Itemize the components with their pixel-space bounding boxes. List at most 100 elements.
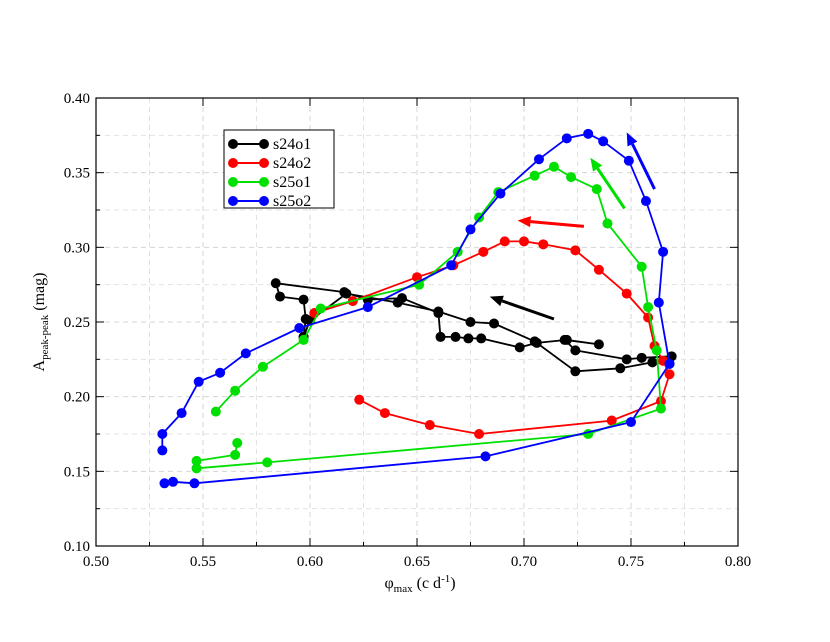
legend: s24o1 s24o2 s25o1 s25o2	[223, 129, 335, 210]
y-tick-label: 0.20	[64, 390, 90, 406]
data-point-s24o1	[435, 331, 446, 342]
trend-arrow-s25o1-head	[590, 157, 603, 172]
data-point-s25o1	[191, 463, 202, 474]
data-point-s25o1	[566, 172, 577, 183]
legend-entry-s24o2: s24o2	[228, 155, 311, 172]
data-point-s25o1	[298, 334, 309, 345]
data-point-s24o2	[593, 264, 604, 275]
data-point-s25o2	[157, 445, 168, 456]
series-line-s25o1	[195, 165, 662, 470]
trend-arrow-s24o2	[517, 216, 585, 228]
trend-arrows	[489, 132, 656, 321]
data-point-s25o2	[362, 302, 373, 313]
x-axis-label-rest: (c d	[413, 575, 441, 592]
data-point-s24o2	[499, 236, 510, 247]
data-point-s25o2	[168, 476, 179, 487]
legend-swatch-marker	[228, 158, 238, 168]
data-point-s25o2	[561, 133, 572, 144]
tick-labels: 0.50 0.55 0.60 0.65 0.70 0.75 0.80 0.10 0.15 0.20…	[64, 91, 751, 570]
legend-label: s24o1	[273, 136, 311, 153]
data-point-s24o1	[476, 333, 487, 344]
series-s25o2	[157, 128, 675, 489]
series-layer	[157, 128, 677, 489]
x-tick-label: 0.65	[404, 554, 430, 570]
data-point-s25o2	[623, 155, 634, 166]
x-tick-label: 0.60	[297, 554, 323, 570]
data-point-s25o1	[651, 345, 662, 356]
y-axis-label-main: A	[31, 359, 48, 371]
x-axis-label-sup: -1	[441, 573, 450, 585]
trend-arrow-s24o2-head	[517, 216, 532, 228]
data-point-s25o2	[495, 188, 506, 199]
data-point-s24o1	[433, 306, 444, 317]
data-point-s24o1	[341, 288, 352, 299]
data-point-s25o1	[210, 406, 221, 417]
data-point-s25o2	[653, 297, 664, 308]
data-point-s24o2	[570, 245, 581, 256]
x-tick-label: 0.80	[725, 554, 751, 570]
trend-arrow-s25o1	[590, 157, 626, 210]
data-point-s24o1	[570, 366, 581, 377]
data-point-s24o2	[474, 429, 485, 439]
data-point-s25o2	[294, 322, 305, 333]
legend-swatch-marker	[259, 139, 269, 149]
data-point-s25o2	[159, 478, 170, 489]
y-axis-label: Apeak-peak (mag)	[31, 273, 51, 372]
data-point-s25o1	[315, 303, 326, 314]
data-point-s25o2	[664, 358, 675, 369]
data-point-s25o2	[446, 260, 457, 271]
trend-arrow-s25o1-shaft	[596, 167, 626, 210]
x-axis-label: φmax (c d-1)	[384, 573, 455, 595]
data-point-s24o1	[514, 342, 525, 353]
y-tick-label: 0.10	[64, 539, 90, 555]
legend-entry-s25o1: s25o1	[228, 174, 311, 191]
data-point-s25o2	[583, 128, 594, 139]
data-point-s25o1	[191, 455, 202, 466]
data-point-s25o1	[262, 457, 273, 468]
data-point-s25o2	[189, 478, 200, 489]
legend-swatch-marker	[259, 196, 269, 206]
data-point-s24o1	[561, 334, 572, 345]
y-tick-label: 0.25	[64, 315, 90, 331]
y-axis-label-sub: peak-peak	[39, 314, 51, 360]
legend-swatch-marker	[259, 177, 269, 187]
data-point-s24o1	[647, 357, 658, 368]
data-point-s24o2	[606, 415, 617, 426]
data-point-s25o1	[529, 170, 540, 181]
x-axis-label-main: φ	[384, 575, 393, 592]
data-point-s24o2	[621, 288, 632, 299]
trend-arrow-s24o2-shaft	[530, 220, 585, 228]
data-point-s24o1	[593, 339, 604, 350]
legend-entries: s24o1 s24o2 s25o1 s25o2	[228, 136, 311, 210]
y-tick-label: 0.35	[64, 166, 90, 182]
data-point-s25o1	[602, 218, 613, 229]
legend-label: s24o2	[273, 155, 311, 172]
legend-swatch-marker	[259, 158, 269, 168]
trend-arrow-s25o2	[626, 132, 656, 190]
x-axis-label-sub: max	[394, 583, 413, 595]
data-point-s25o1	[643, 302, 654, 313]
data-point-s25o1	[636, 261, 647, 272]
data-point-s25o2	[480, 451, 491, 462]
data-point-s25o2	[176, 408, 187, 419]
data-point-s24o1	[489, 318, 500, 329]
data-point-s25o2	[157, 429, 168, 439]
series-s24o1	[270, 278, 677, 377]
data-point-s24o1	[621, 354, 632, 365]
data-point-s24o1	[450, 331, 461, 342]
trend-arrow-s25o2-head	[626, 132, 638, 147]
legend-swatch-marker	[228, 139, 238, 149]
legend-swatch-marker	[228, 177, 238, 187]
trend-arrow-s24o1-shaft	[501, 299, 555, 321]
data-point-s24o1	[270, 278, 281, 289]
data-point-s24o1	[636, 352, 647, 363]
data-point-s24o1	[392, 297, 403, 308]
data-point-s24o2	[478, 246, 489, 257]
data-point-s24o1	[463, 333, 474, 344]
data-point-s25o1	[591, 184, 602, 195]
data-point-s25o2	[658, 246, 669, 257]
legend-label: s25o2	[273, 193, 311, 210]
data-point-s25o1	[232, 437, 243, 448]
y-axis-label-rest: (mag)	[31, 273, 48, 315]
